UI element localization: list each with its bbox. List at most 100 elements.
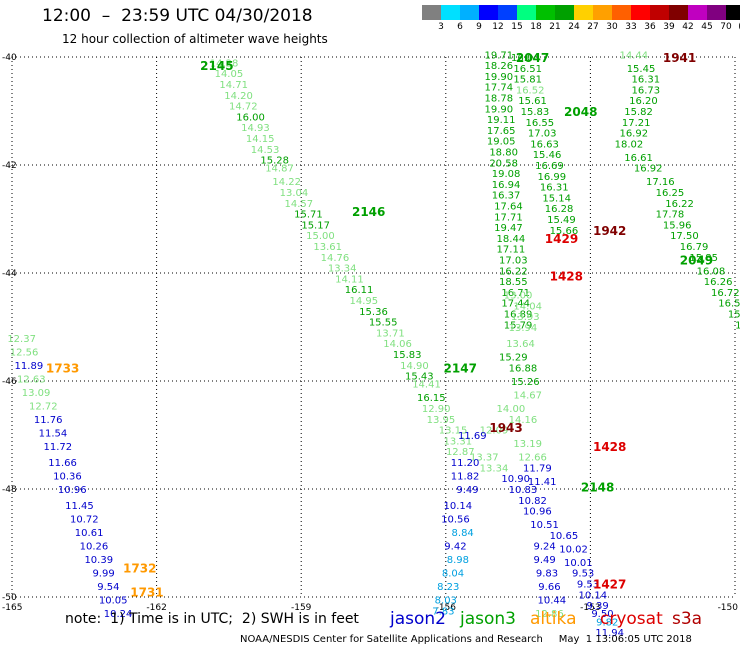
wave-height-value: 14.87	[265, 164, 294, 175]
wave-height-value: 10.83	[509, 485, 538, 496]
wave-height-value: 9.50	[591, 609, 613, 620]
wave-height-value: 18.80	[489, 148, 518, 159]
wave-height-value: 9.42	[444, 542, 466, 553]
wave-height-value: 10.96	[523, 507, 552, 518]
wave-height-value: 9.24	[533, 542, 555, 553]
wave-height-value: 10.61	[75, 528, 104, 539]
scale-swatch	[631, 5, 650, 20]
scale-label: 24	[568, 22, 580, 32]
wave-height-value: 16.22	[499, 266, 528, 277]
wave-height-value: 16.08	[697, 266, 726, 277]
satellite-legend-cryosat: cryosat	[600, 609, 663, 629]
scale-label: 42	[682, 22, 694, 32]
wave-height-value: 8.84	[452, 528, 474, 539]
wave-height-value: 13.64	[506, 339, 535, 350]
satellite-legend-jason3: jason3	[460, 609, 516, 629]
wave-height-value: 19.11	[487, 115, 516, 126]
wave-height-value: 9.53	[577, 580, 599, 591]
wave-height-value: 8.98	[447, 555, 469, 566]
wave-height-value: 17.03	[528, 129, 557, 140]
wave-height-value: 9.83	[536, 569, 558, 580]
wave-height-value: 15.14	[728, 310, 740, 321]
wave-height-value: 10.65	[550, 531, 579, 542]
wave-height-value: 12.87	[446, 447, 475, 458]
wave-height-value: 8.04	[442, 569, 464, 580]
wave-height-value: 16.94	[492, 180, 521, 191]
scale-swatch	[593, 5, 612, 20]
wave-height-value: 17.44	[501, 299, 530, 310]
wave-height-value: 16.92	[619, 129, 648, 140]
wave-height-value: 15.36	[359, 307, 388, 318]
wave-height-value: 11.94	[595, 628, 624, 639]
lon-axis-label: -150	[718, 603, 739, 613]
wave-height-value: 11.72	[43, 442, 72, 453]
lon-axis-label: -156	[436, 603, 457, 613]
wave-height-value: 15.82	[624, 107, 653, 118]
wave-height-value: 9.66	[538, 582, 560, 593]
wave-height-value: 16.00	[236, 112, 265, 123]
lat-axis-label: -40	[2, 53, 17, 63]
wave-height-value: 14.67	[513, 391, 542, 402]
scale-label: 33	[625, 22, 637, 32]
wave-height-value: 13.00	[504, 291, 533, 302]
scale-swatch	[574, 5, 593, 20]
wave-height-value: 12.09	[480, 426, 509, 437]
wave-height-value: 11.79	[523, 463, 552, 474]
wave-height-value: 11.76	[34, 415, 63, 426]
scale-swatch	[555, 5, 574, 20]
wave-height-value: 10.26	[80, 542, 109, 553]
lat-axis-label: -48	[2, 485, 17, 495]
scale-label: 6	[457, 22, 463, 32]
wave-height-value: 19.90	[484, 104, 513, 115]
wave-height-value: 15.29	[499, 353, 528, 364]
wave-height-value: 14.20	[224, 91, 253, 102]
wave-height-value: 10.36	[53, 472, 82, 483]
wave-height-value: 17.16	[646, 177, 675, 188]
wave-height-value: 11.45	[65, 501, 94, 512]
wave-height-value: 13.15	[439, 426, 468, 437]
wave-height-value: 19.05	[487, 137, 516, 148]
track-id-label: 1429	[545, 232, 578, 246]
scale-label: 30	[606, 22, 618, 32]
track-id-label: 2048	[564, 105, 597, 119]
wave-height-value: 10.02	[559, 544, 588, 555]
wave-height-value: 12.66	[518, 453, 547, 464]
lat-axis-label: -50	[2, 593, 17, 603]
track-id-label: 2047	[516, 51, 549, 65]
wave-height-value: 14.90	[400, 361, 429, 372]
wave-height-value: 14.06	[383, 339, 412, 350]
wave-height-value: 9.82	[596, 617, 618, 628]
wave-height-value: 16.26	[704, 277, 733, 288]
wave-height-value: 15.96	[663, 220, 692, 231]
wave-height-value: 13.94	[509, 323, 538, 334]
wave-height-value: 11.41	[528, 477, 557, 488]
wave-height-value: 17.64	[494, 202, 523, 213]
wave-height-value: 14.41	[412, 380, 441, 391]
wave-height-value: 9.99	[92, 569, 114, 580]
wave-height-value: 14.11	[335, 274, 364, 285]
wave-height-value: 12.72	[29, 401, 58, 412]
wave-height-value: 16.92	[634, 164, 663, 175]
wave-height-value: 16.31	[632, 75, 661, 86]
wave-height-value: 18.26	[484, 61, 513, 72]
wave-height-value: 15.66	[550, 226, 579, 237]
wave-height-value: 15.46	[533, 150, 562, 161]
wave-height-value: 14.28	[210, 58, 239, 69]
wave-height-value: 11.69	[458, 431, 487, 442]
scale-label: (ft)	[738, 22, 740, 32]
satellite-legend-jason2: jason2	[390, 609, 446, 629]
wave-height-value: 10.01	[564, 558, 593, 569]
wave-height-value: 15.81	[513, 75, 542, 86]
wave-height-value: 15.26	[511, 377, 540, 388]
wave-height-value: 15.83	[393, 350, 422, 361]
wave-height-value: 17.71	[494, 212, 523, 223]
wave-height-value: 10.14	[444, 501, 473, 512]
wave-height-value: 15.61	[518, 96, 547, 107]
wave-height-value: 15.17	[301, 220, 330, 231]
wave-height-value: 18.55	[499, 277, 528, 288]
wave-height-value: 16.51	[513, 64, 542, 75]
wave-height-value: 11.66	[48, 458, 77, 469]
wave-height-value: 13.37	[470, 453, 499, 464]
wave-height-value: 13.04	[280, 188, 309, 199]
